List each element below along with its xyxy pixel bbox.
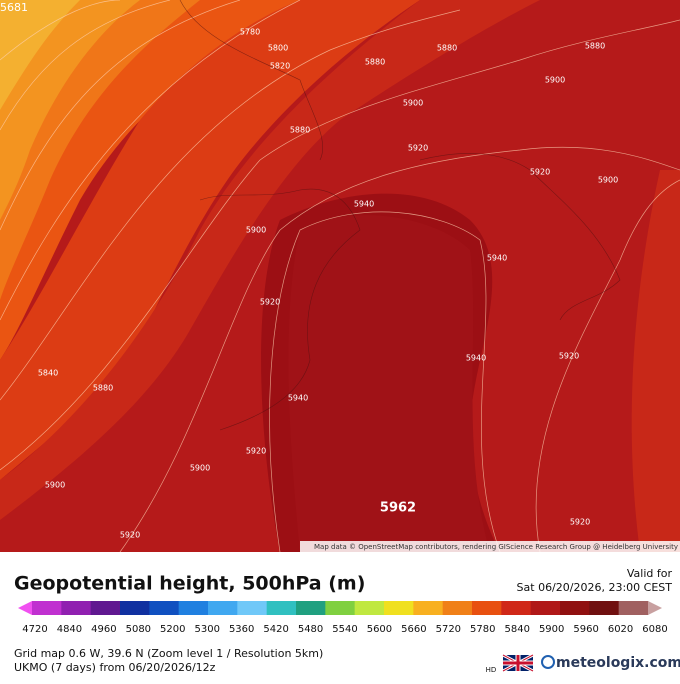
contour-label: 5900	[403, 99, 423, 108]
contour-label: 5900	[545, 76, 565, 85]
corner-value: 5681	[0, 1, 28, 14]
contour-label: 5840	[38, 369, 58, 378]
contour-label: 5880	[437, 44, 457, 53]
contour-label: 5920	[408, 144, 428, 153]
contour-label: 5880	[585, 42, 605, 51]
colorbar-tick: 4720	[22, 624, 47, 635]
colorbar-tick: 5720	[436, 624, 461, 635]
contour-label: 5920	[530, 168, 550, 177]
contour-label: 5900	[246, 226, 266, 235]
colorbar-segment	[32, 601, 62, 615]
colorbar-segment	[325, 601, 356, 615]
colorbar-segment	[208, 601, 238, 615]
colorbar-tick: 5960	[573, 624, 598, 635]
contour-label: 5940	[354, 200, 374, 209]
hd-label: HD	[486, 666, 497, 674]
colorbar-segment	[589, 601, 620, 615]
model-info: UKMO (7 days) from 06/20/2026/12z	[14, 661, 216, 674]
uk-flag	[502, 653, 534, 673]
colorbar-segment	[560, 601, 590, 615]
colorbar-segment	[149, 601, 180, 615]
contour-label: 5800	[268, 44, 288, 53]
contour-label: 5920	[559, 352, 579, 361]
brand-icon	[541, 655, 555, 669]
colorbar-tick: 5420	[263, 624, 288, 635]
colorbar-tick: 5360	[229, 624, 254, 635]
legend-title: Geopotential height, 500hPa (m)	[14, 573, 365, 595]
colorbar-tick: 5600	[367, 624, 392, 635]
colorbar-segment	[237, 601, 268, 615]
contour-label: 5780	[240, 28, 260, 37]
valid-label: Valid for	[627, 567, 673, 580]
brand[interactable]: meteologix.com	[556, 655, 680, 671]
colorbar-tick: 6080	[642, 624, 667, 635]
colorbar-tick: 5540	[332, 624, 357, 635]
contour-label: 5820	[270, 62, 290, 71]
contour-label: 5900	[45, 481, 65, 490]
colorbar-segment	[178, 601, 209, 615]
map: 5780 5800 5820 5880 5880 5880 5900 5900 5880 5920…	[0, 0, 680, 553]
colorbar-segment	[90, 601, 121, 615]
corner-box	[0, 0, 34, 14]
grid-info: Grid map 0.6 W, 39.6 N (Zoom level 1 / R…	[14, 647, 323, 660]
colorbar-segment	[530, 601, 561, 615]
colorbar-tick: 5480	[298, 624, 323, 635]
contour-label: 5940	[466, 354, 486, 363]
colorbar-tick: 4840	[57, 624, 82, 635]
contour-label: 5940	[288, 394, 308, 403]
contour-label: 5940	[487, 254, 507, 263]
contour-label: 5900	[190, 464, 210, 473]
colorbar-tick: 4960	[91, 624, 116, 635]
contour-label: 5920	[570, 518, 590, 527]
contour-label: 5880	[93, 384, 113, 393]
attribution: Map data © OpenStreetMap contributors, r…	[314, 543, 678, 551]
colorbar-tick: 5300	[194, 624, 219, 635]
colorbar-tick: 5780	[470, 624, 495, 635]
colorbar-segment	[120, 601, 150, 615]
contour-label: 5880	[365, 58, 385, 67]
attribution-bg	[300, 541, 680, 552]
colorbar-segment	[442, 601, 473, 615]
colorbar-arrow	[18, 601, 32, 615]
colorbar-tick: 5080	[126, 624, 151, 635]
max-label: 5962	[380, 501, 416, 516]
contour-label: 5920	[120, 531, 140, 540]
colorbar-tick: 5660	[401, 624, 426, 635]
colorbar-tick: 6020	[608, 624, 633, 635]
contour-label: 5920	[246, 447, 266, 456]
colorbar-arrow	[648, 601, 662, 615]
colorbar-segment	[501, 601, 532, 615]
colorbar-segment	[413, 601, 444, 615]
colorbar-segment	[384, 601, 414, 615]
colorbar-segment	[354, 601, 385, 615]
colorbar-segment	[472, 601, 502, 615]
contour-label: 5920	[260, 298, 280, 307]
colorbar-segment	[266, 601, 297, 615]
colorbar-segment	[296, 601, 326, 615]
colorbar-tick: 5900	[539, 624, 564, 635]
colorbar-tick: 5200	[160, 624, 185, 635]
colorbar-tick: 5840	[504, 624, 529, 635]
contour-label: 5900	[598, 176, 618, 185]
colorbar-segment	[61, 601, 92, 615]
valid-time: Sat 06/20/2026, 23:00 CEST	[517, 581, 673, 594]
contour-label: 5880	[290, 126, 310, 135]
colorbar-segment	[618, 601, 649, 615]
colorbar: 4720 4840 4960 5080 5200 5300 5360 5420 5480 5540…	[18, 601, 668, 635]
